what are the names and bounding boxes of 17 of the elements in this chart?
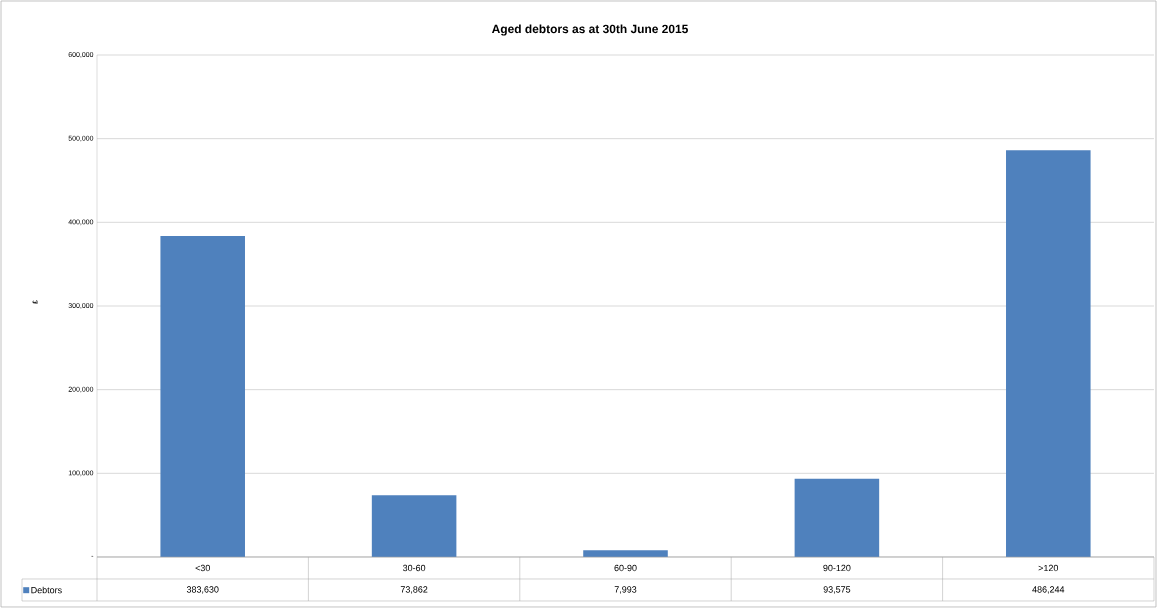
x-tick-label: <30	[195, 564, 210, 572]
data-label: 7,993	[614, 586, 637, 594]
bar	[160, 236, 245, 557]
bar	[371, 495, 457, 557]
bar	[583, 550, 668, 557]
chart-title: Aged debtors as at 30th June 2015	[491, 24, 688, 36]
x-tick-label: 60-90	[614, 564, 637, 572]
x-tick-label: >120	[1038, 564, 1059, 572]
x-tick-label: 30-60	[402, 564, 426, 572]
data-label: 486,244	[1032, 586, 1065, 594]
legend-label: Debtors	[31, 586, 62, 594]
x-tick-label: 90-120	[823, 564, 851, 572]
bar	[794, 478, 880, 557]
bar	[1006, 150, 1091, 557]
data-label: 383,630	[186, 586, 219, 594]
data-label: 73,862	[400, 586, 428, 594]
data-label: 93,575	[823, 586, 851, 594]
